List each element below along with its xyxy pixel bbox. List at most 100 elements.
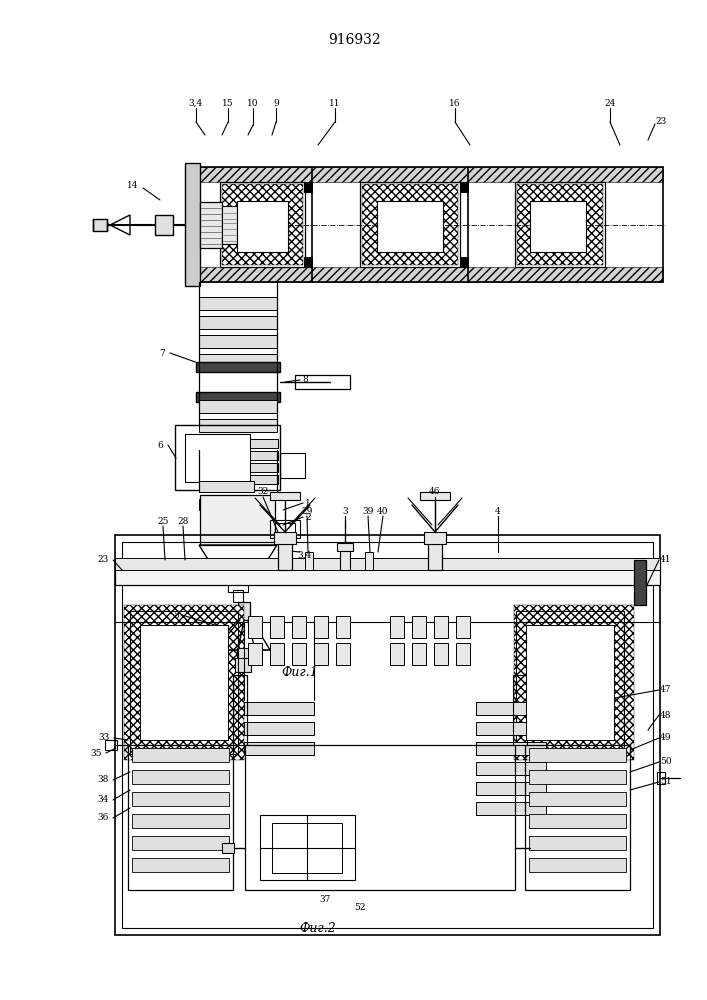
Bar — [248, 616, 262, 638]
Bar — [122, 542, 653, 928]
Bar — [105, 740, 117, 750]
Text: 11: 11 — [329, 99, 341, 107]
Bar — [270, 616, 284, 638]
Bar — [517, 184, 603, 265]
Bar — [200, 202, 222, 248]
Bar — [199, 316, 277, 329]
Bar — [362, 184, 458, 265]
Bar — [132, 748, 229, 762]
Text: 32: 32 — [257, 488, 269, 496]
Text: 24: 24 — [604, 99, 616, 107]
Bar — [292, 643, 306, 665]
Bar — [434, 616, 448, 638]
Bar — [199, 297, 277, 310]
Text: 50: 50 — [660, 758, 672, 766]
Bar — [244, 742, 314, 755]
Bar — [424, 532, 446, 544]
Bar — [185, 163, 200, 286]
Bar — [128, 745, 233, 890]
Text: 39: 39 — [362, 508, 374, 516]
Bar — [260, 815, 355, 880]
Text: 23: 23 — [655, 117, 667, 126]
Bar — [130, 611, 238, 754]
Text: 4: 4 — [495, 508, 501, 516]
Text: 34: 34 — [98, 796, 109, 804]
Bar — [244, 702, 314, 715]
Text: Фиг.1: Фиг.1 — [281, 666, 318, 678]
Bar — [275, 523, 295, 535]
Bar — [237, 201, 288, 252]
Bar — [476, 782, 546, 795]
Bar — [132, 836, 229, 850]
Bar — [132, 858, 229, 872]
Bar — [250, 475, 278, 484]
Text: 52: 52 — [354, 902, 366, 912]
Bar — [365, 552, 373, 570]
Bar — [140, 625, 228, 740]
Bar — [513, 675, 527, 745]
Bar — [272, 823, 342, 873]
Text: 40: 40 — [378, 508, 389, 516]
Bar — [428, 535, 442, 570]
Bar — [456, 643, 470, 665]
Text: 15: 15 — [222, 99, 234, 107]
Bar — [304, 257, 312, 267]
Bar — [200, 495, 275, 545]
Text: 48: 48 — [660, 710, 672, 720]
Text: 14: 14 — [127, 180, 139, 190]
Bar — [250, 451, 278, 460]
Bar — [115, 560, 660, 585]
Bar — [476, 742, 546, 755]
Bar — [336, 643, 350, 665]
Bar — [529, 836, 626, 850]
Bar — [529, 748, 626, 762]
Text: 9: 9 — [273, 99, 279, 107]
Text: Фиг.2: Фиг.2 — [300, 922, 337, 934]
Bar — [526, 625, 614, 740]
Bar — [199, 499, 254, 510]
Text: 23: 23 — [98, 556, 109, 564]
Bar — [274, 532, 296, 544]
Bar — [270, 520, 300, 538]
Bar — [304, 182, 312, 192]
Bar — [634, 560, 646, 605]
Bar — [657, 772, 665, 784]
Bar — [222, 184, 303, 265]
Text: 16: 16 — [449, 99, 461, 107]
Bar — [132, 792, 229, 806]
Bar — [412, 616, 426, 638]
Text: 38: 38 — [98, 776, 109, 784]
Bar — [314, 643, 328, 665]
Bar — [456, 616, 470, 638]
Text: 1: 1 — [305, 498, 311, 508]
Bar — [93, 219, 107, 231]
Text: 916932: 916932 — [327, 33, 380, 47]
Text: 2: 2 — [305, 512, 311, 522]
Bar — [124, 605, 244, 760]
Bar — [199, 400, 277, 413]
Bar — [292, 616, 306, 638]
Bar — [199, 335, 277, 348]
Bar — [270, 492, 300, 500]
Text: 5: 5 — [173, 610, 179, 619]
Bar — [115, 558, 660, 570]
Bar — [390, 616, 404, 638]
Bar — [525, 745, 630, 890]
Polygon shape — [238, 602, 250, 620]
Bar — [460, 182, 468, 192]
Text: 46: 46 — [429, 488, 440, 496]
Bar — [460, 257, 468, 267]
Text: 3,4: 3,4 — [189, 99, 203, 107]
Bar — [250, 463, 278, 472]
Text: 10: 10 — [247, 99, 259, 107]
Bar — [199, 419, 277, 432]
Bar — [390, 643, 404, 665]
Bar — [529, 792, 626, 806]
Bar — [250, 439, 278, 448]
Bar — [195, 167, 663, 282]
Text: 47: 47 — [660, 686, 672, 694]
Bar — [529, 858, 626, 872]
Bar — [340, 545, 350, 570]
Bar — [155, 215, 173, 235]
Bar — [530, 201, 586, 252]
